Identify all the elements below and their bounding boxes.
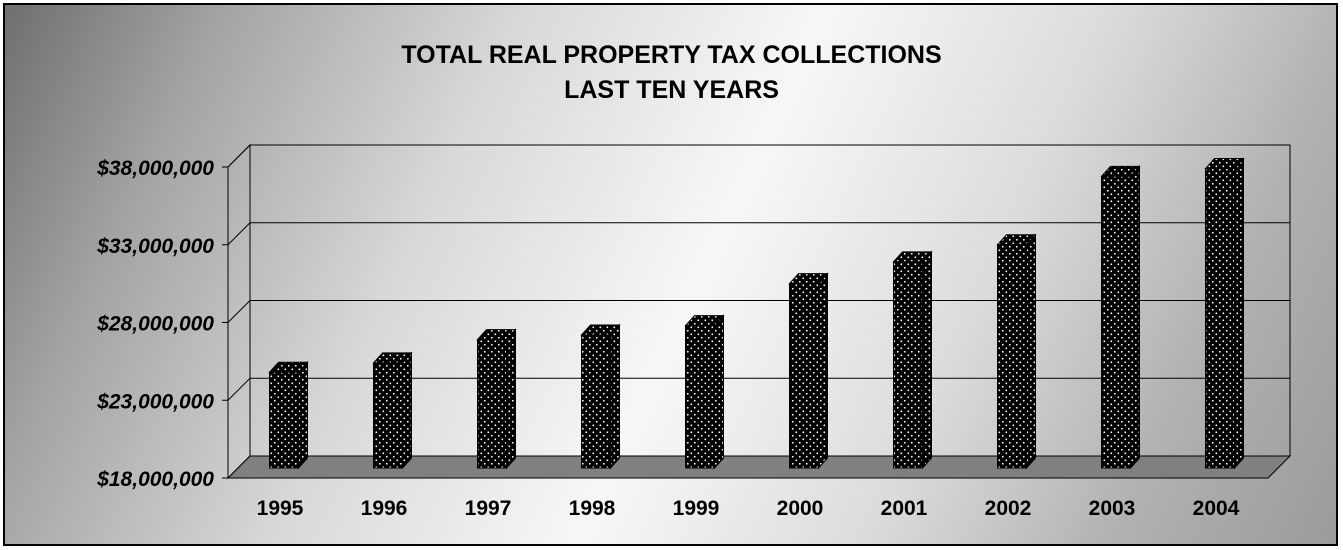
bar-side <box>818 272 828 470</box>
bar <box>581 334 611 469</box>
y-tick-label: $38,000,000 <box>96 157 214 180</box>
bar <box>997 244 1027 469</box>
bar <box>1101 175 1131 469</box>
x-tick-label: 1997 <box>465 497 512 520</box>
y-tick-label: $33,000,000 <box>96 235 214 258</box>
x-tick-label: 2002 <box>985 497 1032 520</box>
y-tick-label: $28,000,000 <box>96 313 214 336</box>
y-tick-label: $18,000,000 <box>96 468 214 491</box>
chart-title: TOTAL REAL PROPERTY TAX COLLECTIONS LAST… <box>0 38 1343 108</box>
bar-side <box>1130 165 1140 470</box>
x-tick-label: 2003 <box>1089 497 1136 520</box>
x-tick-label: 2001 <box>881 497 928 520</box>
bar-side <box>1234 157 1244 470</box>
bar-side <box>506 328 516 470</box>
bar <box>789 283 819 469</box>
x-tick-label: 1999 <box>673 497 720 520</box>
bar <box>685 325 715 469</box>
bar <box>373 362 403 469</box>
gridline <box>227 144 1290 168</box>
bar-side <box>402 351 412 470</box>
chart-subtitle: LAST TEN YEARS <box>564 76 779 104</box>
bar-side <box>1026 233 1036 470</box>
chart-title-line1: TOTAL REAL PROPERTY TAX COLLECTIONS <box>401 41 942 69</box>
gridline <box>227 300 1290 323</box>
gridline <box>227 377 1290 401</box>
bar <box>477 339 507 469</box>
gridline <box>227 222 1290 246</box>
bar-side <box>922 250 932 470</box>
x-tick-label: 1996 <box>361 497 408 520</box>
x-tick-label: 1995 <box>257 497 304 520</box>
plot-area: $18,000,000 $23,000,000 $28,000,000 $33,000… <box>96 143 1292 520</box>
bar <box>269 371 299 469</box>
x-tick-label: 2004 <box>1193 497 1240 520</box>
y-tick-label: $23,000,000 <box>96 390 214 413</box>
bar-side <box>298 360 308 470</box>
bar <box>893 261 923 469</box>
bar-side <box>714 314 724 470</box>
bar-side <box>610 323 620 470</box>
x-tick-label: 2000 <box>777 497 824 520</box>
bar <box>1205 168 1235 469</box>
x-tick-label: 1998 <box>569 497 616 520</box>
